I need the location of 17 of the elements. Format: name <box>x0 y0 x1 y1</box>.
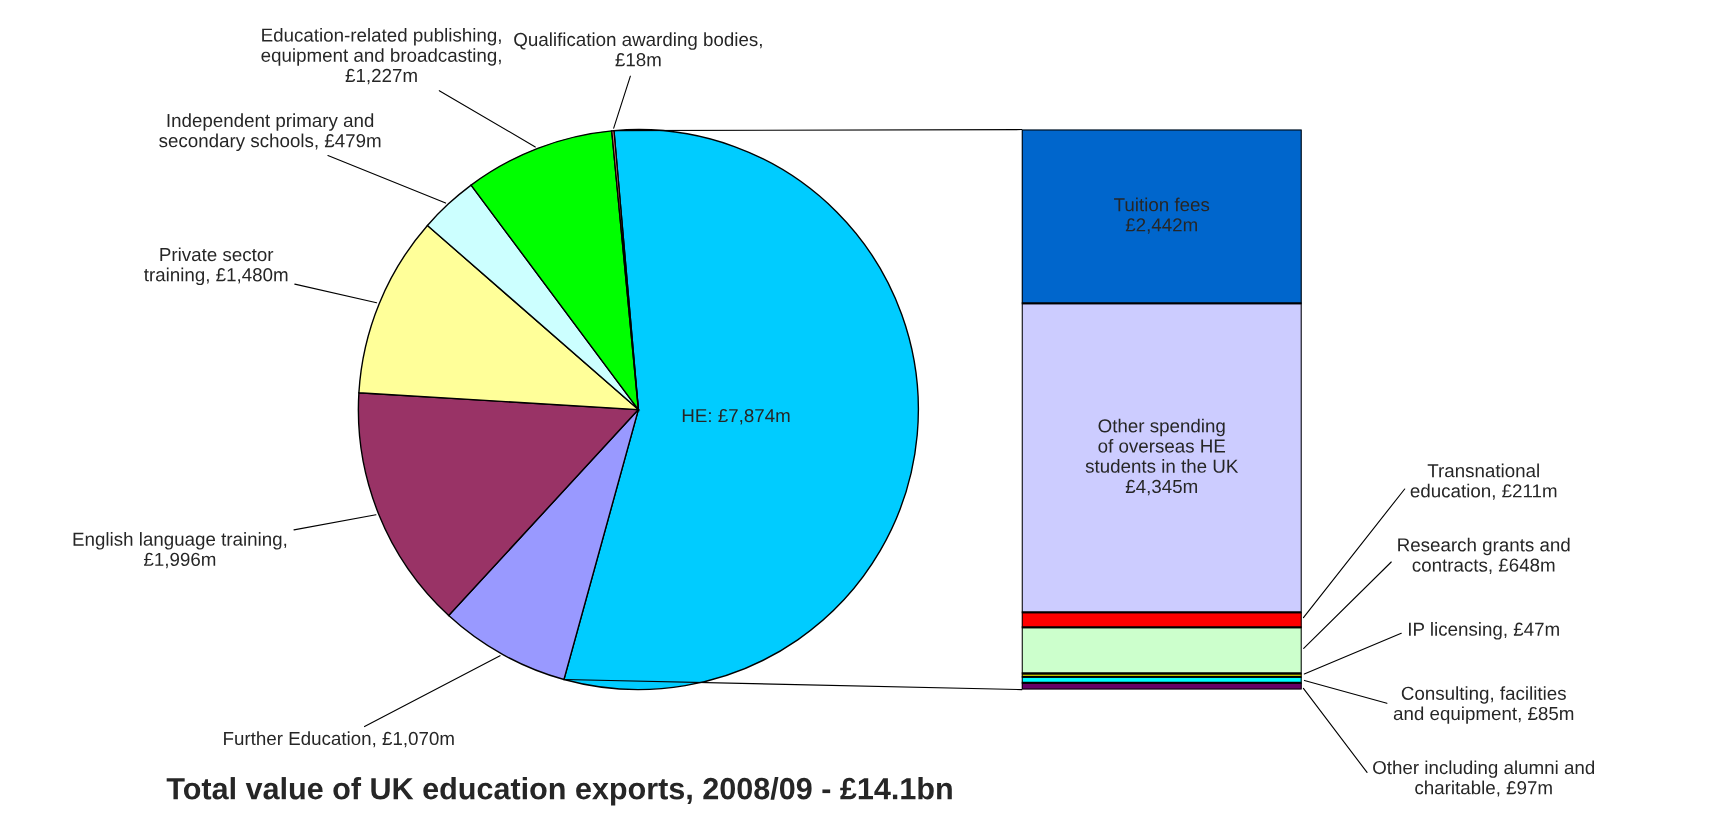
data-label: £4,345m <box>1125 479 1197 496</box>
slice-label: Independent primary and secondary schools, £479m <box>159 113 381 152</box>
slice-label: Private sector training, £1,480m <box>144 247 288 286</box>
slice-label: Qualification awarding bodies, £18m <box>514 32 762 67</box>
text: Research grants and contracts, £648m <box>1398 537 1570 574</box>
slice-label: HE: £7,874m <box>682 408 790 425</box>
text: Transnational education, £211m <box>1410 463 1557 500</box>
series-label: Other spending of overseas HE students in the UK <box>1085 418 1239 473</box>
slice-label: English language training, £1,996m <box>73 532 287 569</box>
data-label: £2,442m <box>1125 218 1197 234</box>
text: IP licensing, £47m <box>1409 622 1559 640</box>
slice-label: Further Education, £1,070m <box>224 731 454 748</box>
text: Consulting, facilities and equipment, £85m <box>1393 686 1574 724</box>
text: Total value of UK education exports, 2008/09 - £14.1bn <box>166 777 952 806</box>
text: Other including alumni and charitable, £97m <box>1373 760 1595 797</box>
series-label: Tuition fees <box>1114 197 1210 212</box>
slice-label: Education-related publishing, equipment and broadcasting, £1,227m <box>261 27 501 85</box>
